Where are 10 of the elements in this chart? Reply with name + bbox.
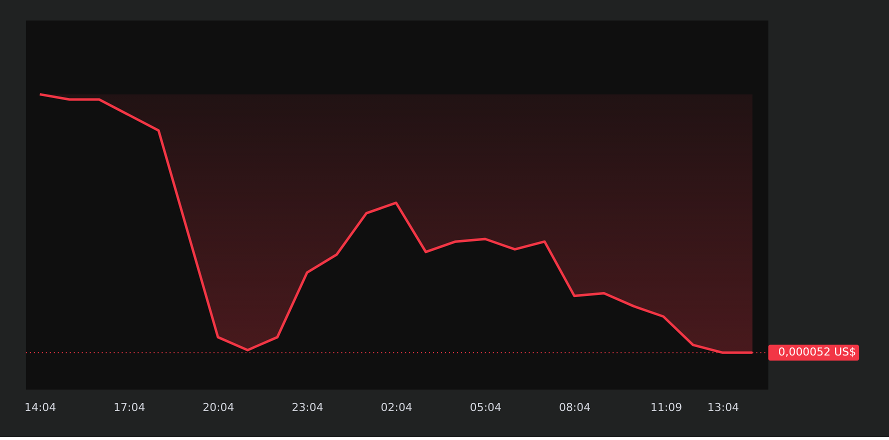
ref-line-label: 0,000052 US$ bbox=[778, 346, 856, 359]
x-tick-label: 14:04 bbox=[24, 401, 56, 414]
x-tick-label: 23:04 bbox=[292, 401, 324, 414]
x-tick-label: 20:04 bbox=[202, 401, 234, 414]
x-tick-label: 02:04 bbox=[380, 401, 412, 414]
x-tick-label: 17:04 bbox=[114, 401, 146, 414]
x-tick-label: 05:04 bbox=[470, 401, 502, 414]
x-tick-label: 08:04 bbox=[558, 401, 591, 414]
x-tick-label: 11:09 bbox=[650, 401, 682, 414]
x-tick-label: 13:04 bbox=[707, 401, 740, 414]
